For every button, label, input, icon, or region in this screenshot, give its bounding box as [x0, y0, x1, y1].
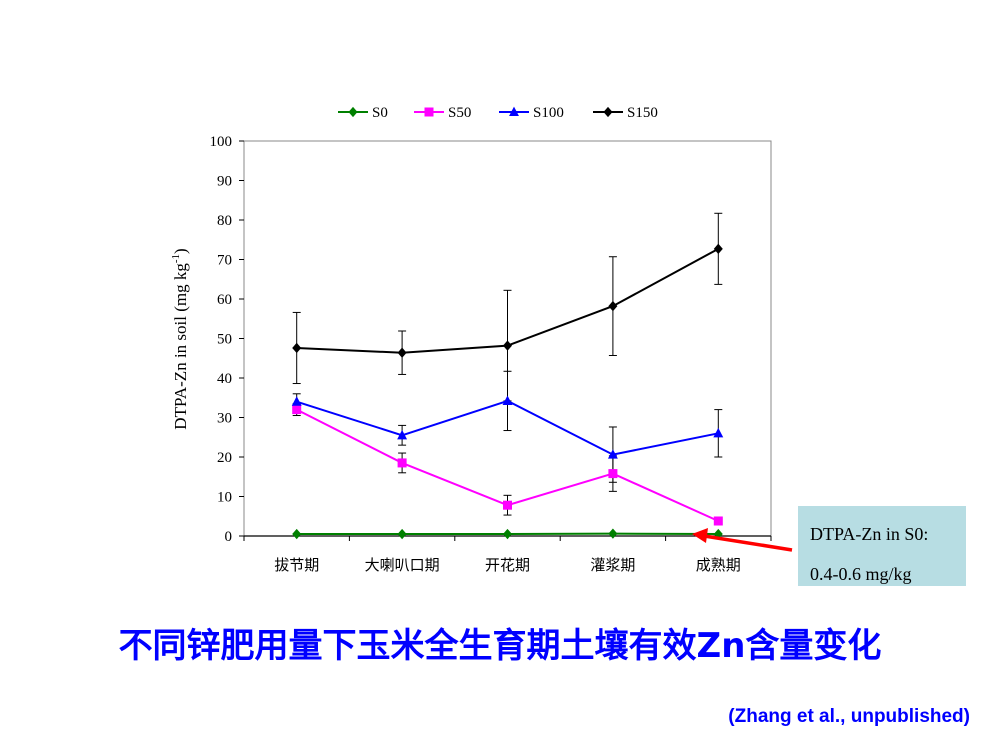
annotation-line-1: DTPA-Zn in S0:: [810, 524, 929, 544]
y-tick-label: 60: [217, 292, 232, 308]
x-tick-label: 成熟期: [696, 556, 741, 574]
legend-label-s100: S100: [533, 105, 564, 121]
y-tick-label: 90: [217, 174, 232, 190]
s100-point: [502, 395, 513, 405]
y-tick-label: 10: [217, 490, 232, 506]
annotation-arrow-shaft: [701, 533, 793, 552]
s0-point: [397, 528, 407, 540]
y-tick-label: 50: [217, 332, 232, 348]
s150-point: [292, 342, 302, 354]
y-tick-label: 80: [217, 213, 232, 229]
page-title: 不同锌肥用量下玉米全生育期土壤有效Zn含量变化: [118, 626, 882, 666]
y-tick-label: 30: [217, 411, 232, 427]
s50-point: [397, 458, 407, 468]
x-tick-label: 灌浆期: [590, 556, 635, 574]
s150-point: [713, 243, 723, 255]
legend-label-s50: S50: [448, 105, 471, 121]
legend-label-s0: S0: [372, 105, 388, 121]
s150-point: [608, 300, 618, 312]
annotation-line-2: 0.4-0.6 mg/kg: [810, 564, 912, 584]
chart-legend: S0 S50 S100 S150: [338, 105, 658, 121]
s50-point: [713, 516, 723, 526]
s100-point: [291, 396, 302, 406]
annotation-arrow: [692, 528, 793, 552]
y-axis: 0 10 20 30 40 50 60 70 80 90 100: [210, 134, 244, 545]
y-tick-label: 70: [217, 253, 232, 269]
y-tick-label: 0: [225, 529, 233, 545]
s0-point: [503, 528, 512, 540]
annotation-arrow-head: [692, 528, 708, 543]
y-tick-label: 40: [217, 371, 232, 387]
s100-point: [607, 449, 618, 459]
series-markers: [291, 243, 724, 540]
s50-point: [608, 469, 618, 479]
legend-marker-s150: [603, 106, 613, 118]
legend-marker-s50: [424, 107, 434, 117]
y-axis-label: DTPA-Zn in soil (mg kg-1): [170, 248, 190, 429]
x-tick-label: 开花期: [485, 556, 530, 574]
y-axis-label-superscript: -1: [170, 254, 182, 263]
s0-point: [608, 528, 618, 539]
legend-label-s150: S150: [627, 105, 658, 121]
s50-point: [503, 500, 512, 510]
legend-marker-s100: [509, 106, 519, 117]
x-tick-label: 大喇叭口期: [365, 556, 440, 574]
legend-marker-s0: [348, 106, 358, 118]
x-tick-label: 拔节期: [274, 556, 319, 574]
y-tick-label: 20: [217, 450, 232, 466]
x-axis: 拔节期 大喇叭口期 开花期 灌浆期 成熟期: [243, 535, 772, 574]
annotation-box: DTPA-Zn in S0: 0.4-0.6 mg/kg: [798, 506, 966, 586]
s150-point: [397, 347, 407, 358]
s0-point: [292, 528, 302, 540]
y-tick-label: 100: [210, 134, 233, 150]
s100-point: [713, 427, 724, 438]
s50-point: [292, 405, 302, 415]
zn-line-chart: S0 S50 S100 S150 0 10 20 30 40 50 60 70 80 90 100 拔节期…: [170, 105, 793, 574]
citation: (Zhang et al., unpublished): [728, 706, 970, 727]
s150-point: [503, 340, 512, 351]
s100-point: [397, 429, 408, 440]
